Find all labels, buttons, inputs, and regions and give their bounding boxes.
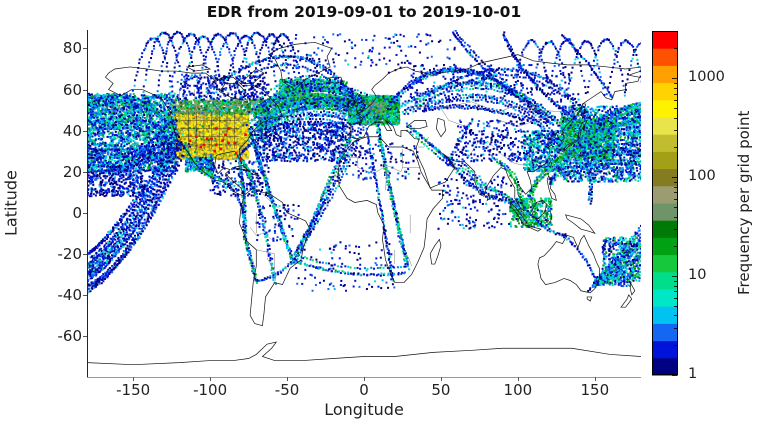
colorbar-label: Frequency per grid point: [735, 110, 753, 296]
x-tick-label: 0: [359, 381, 369, 399]
x-tick-label: 150: [580, 381, 610, 399]
x-axis-label: Longitude: [324, 400, 404, 419]
colorbar-tick-label: 10: [688, 267, 707, 284]
colorbar-tick-label: 1000: [688, 69, 725, 86]
x-tick-label: -100: [193, 381, 228, 399]
colorbar-tick-label: 100: [688, 168, 716, 185]
y-tick-label: -60: [57, 326, 83, 345]
y-tick-label: 80: [62, 39, 82, 58]
x-tick-label: -50: [274, 381, 300, 399]
y-tick-label: 60: [62, 80, 82, 99]
x-tick-label: -150: [116, 381, 151, 399]
y-tick-label: 0: [72, 203, 82, 222]
y-tick-label: 40: [62, 121, 82, 140]
x-tick-label: 100: [503, 381, 533, 399]
colorbar-tick-label: 1: [688, 366, 698, 382]
chart-title: EDR from 2019-09-01 to 2019-10-01: [206, 3, 522, 21]
x-tick-label: 50: [431, 381, 451, 399]
y-axis-label: Latitude: [1, 170, 21, 237]
y-tick-label: -40: [57, 285, 83, 304]
y-tick-label: -20: [57, 244, 83, 263]
y-tick-label: 20: [62, 162, 82, 181]
